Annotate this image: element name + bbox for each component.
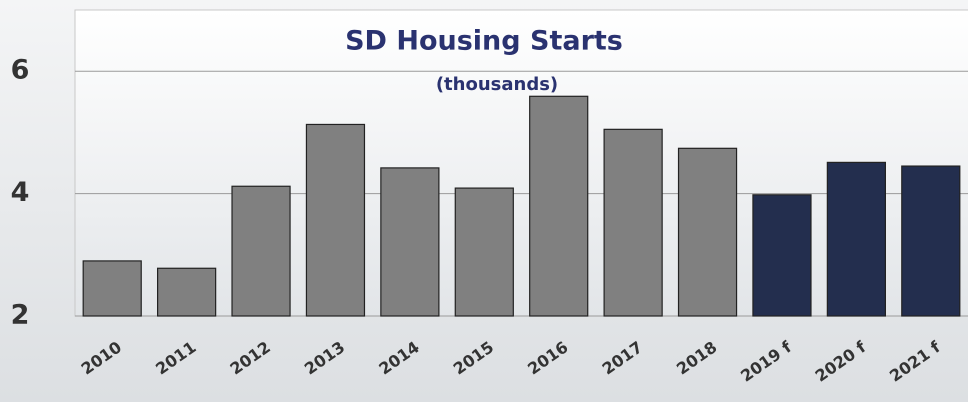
chart-title: SD Housing Starts xyxy=(345,26,623,57)
chart-subtitle: (thousands) xyxy=(436,74,558,95)
bar xyxy=(677,147,738,317)
bar xyxy=(529,95,589,317)
bar xyxy=(380,167,440,317)
bar xyxy=(603,128,663,317)
bar xyxy=(752,194,812,317)
bar xyxy=(454,187,514,317)
bar xyxy=(826,161,886,317)
bar xyxy=(82,260,142,317)
bar xyxy=(157,267,217,317)
bar xyxy=(901,165,961,317)
bar xyxy=(305,123,366,317)
y-tick-label: 2 xyxy=(11,300,30,331)
y-tick-label: 6 xyxy=(11,55,30,86)
bar xyxy=(231,185,291,317)
y-tick-label: 4 xyxy=(11,177,30,208)
plot-area xyxy=(74,9,968,317)
